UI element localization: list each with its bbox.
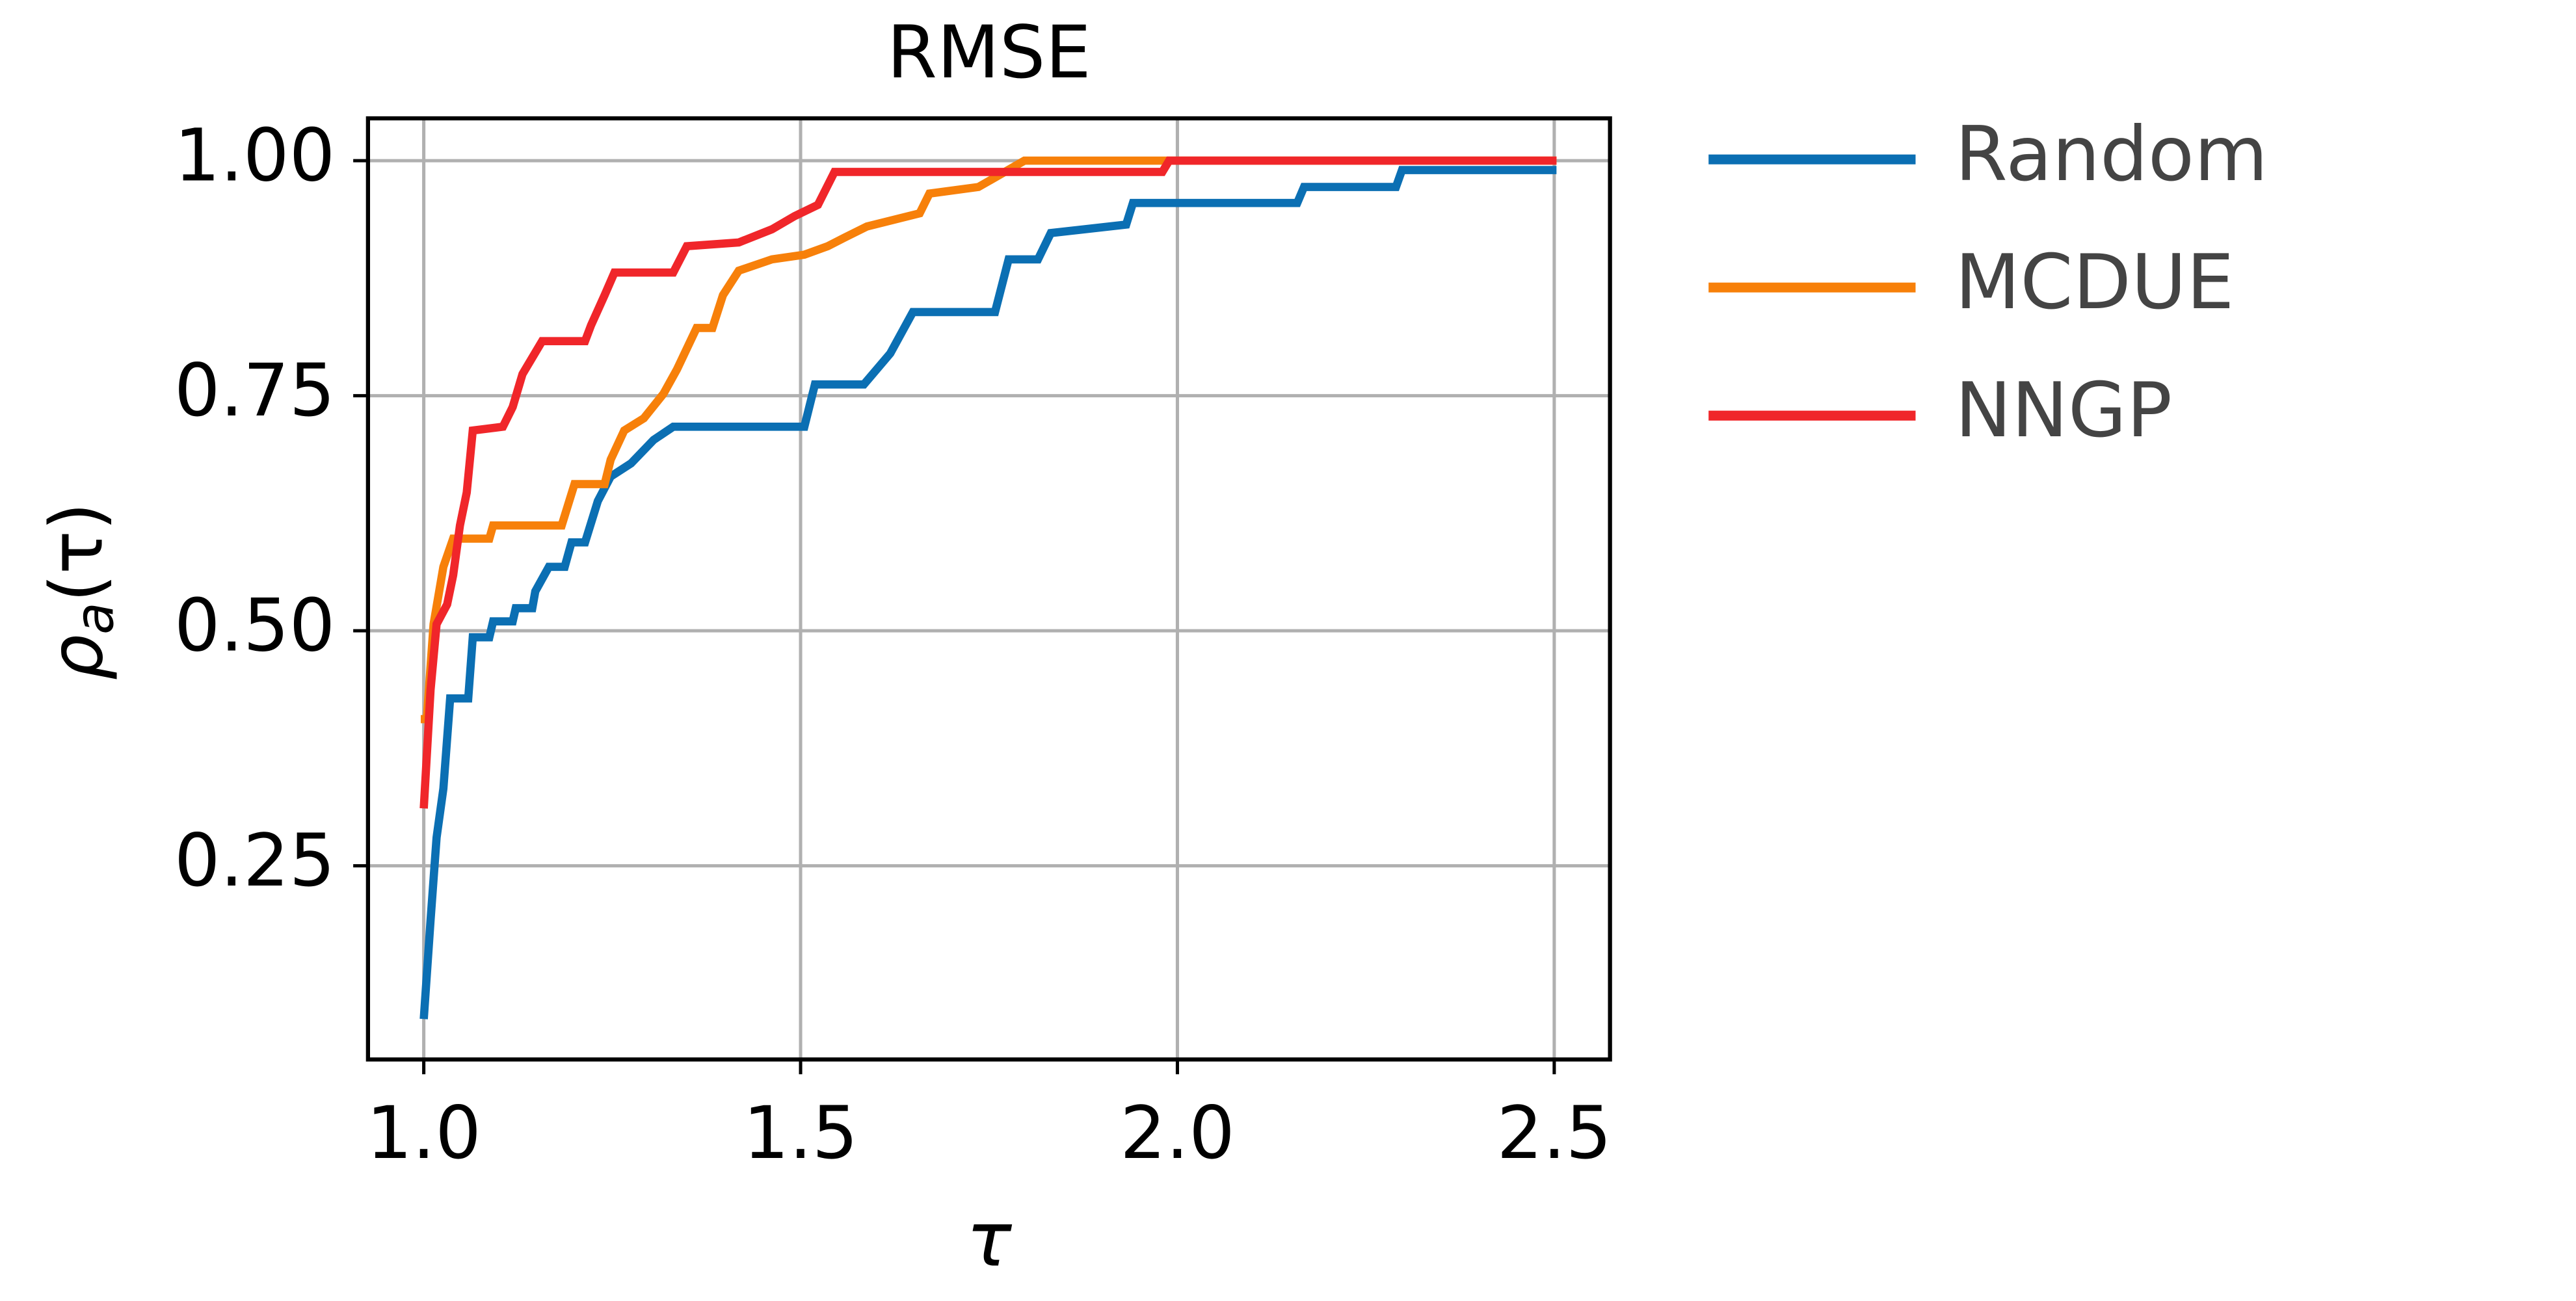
series-line (419, 166, 1557, 1019)
legend-label: NNGP (1955, 367, 2172, 454)
x-tick-label: 1.0 (366, 1092, 481, 1176)
y-tick-label: 1.00 (174, 114, 335, 198)
x-axis-label: τ (966, 1196, 1013, 1284)
y-label-arg: (τ) (36, 503, 120, 603)
series-line (420, 156, 1557, 724)
chart-title: RMSE (887, 11, 1091, 95)
plot-frame (365, 116, 1612, 1062)
y-tick-label: 0.50 (174, 584, 335, 668)
y-label-base: ρ (36, 635, 120, 681)
y-axis-label: ρa(τ) (36, 503, 126, 681)
x-tick-label: 2.0 (1120, 1092, 1235, 1176)
y-label-sub: a (65, 602, 126, 635)
y-tick-label: 0.25 (174, 819, 335, 903)
legend-label: MCDUE (1955, 239, 2234, 326)
legend-label: Random (1955, 111, 2268, 198)
y-tick-label: 0.75 (174, 349, 335, 433)
x-tick-label: 1.5 (743, 1092, 858, 1176)
x-tick-label: 2.5 (1496, 1092, 1612, 1176)
series-line (419, 156, 1557, 809)
